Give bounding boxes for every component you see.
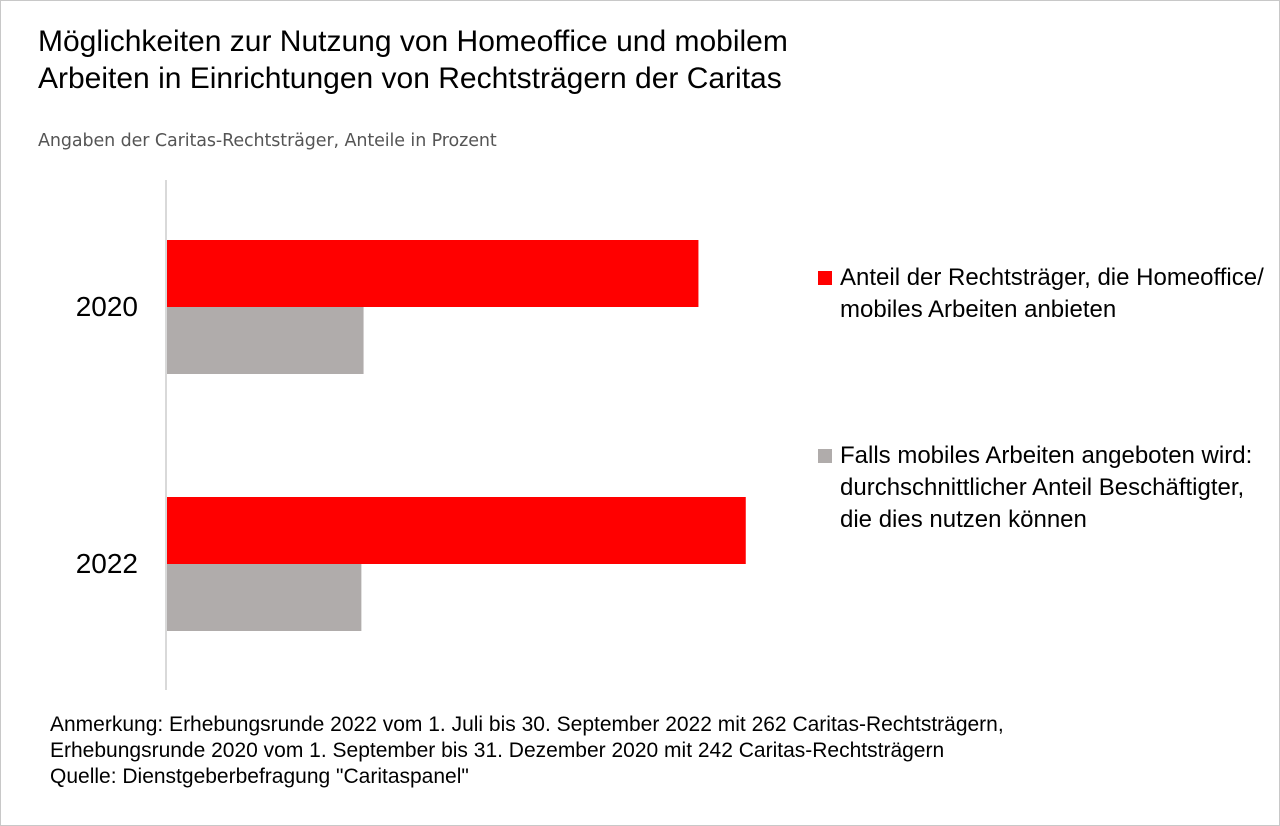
bar-2022-series-1 [167, 497, 746, 564]
bar-2020-series-2 [167, 307, 364, 374]
bar-2022-series-2 [167, 564, 362, 631]
category-label-2020: 2020 [76, 291, 138, 322]
legend-swatch-gray [818, 449, 832, 463]
footnote-line-2: Erhebungsrunde 2020 vom 1. September bis… [50, 739, 945, 762]
chart-title-line-2: Arbeiten in Einrichtungen von Rechtsträg… [38, 62, 782, 95]
chart-title-line-1: Möglichkeiten zur Nutzung von Homeoffice… [38, 25, 788, 58]
legend-label: Falls mobiles Arbeiten angeboten wird: d… [840, 442, 1253, 533]
category-label-2022: 2022 [76, 548, 138, 579]
chart-subtitle: Angaben der Caritas-Rechtsträger, Anteil… [38, 131, 497, 151]
bar-2020-series-1 [167, 240, 699, 307]
legend-label: Anteil der Rechtsträger, die Homeoffice/… [840, 264, 1264, 323]
source-line: Quelle: Dienstgeberbefragung "Caritaspan… [50, 765, 469, 788]
legend-swatch-red [818, 271, 832, 285]
footnote-line-1: Anmerkung: Erhebungsrunde 2022 vom 1. Ju… [50, 713, 1004, 736]
